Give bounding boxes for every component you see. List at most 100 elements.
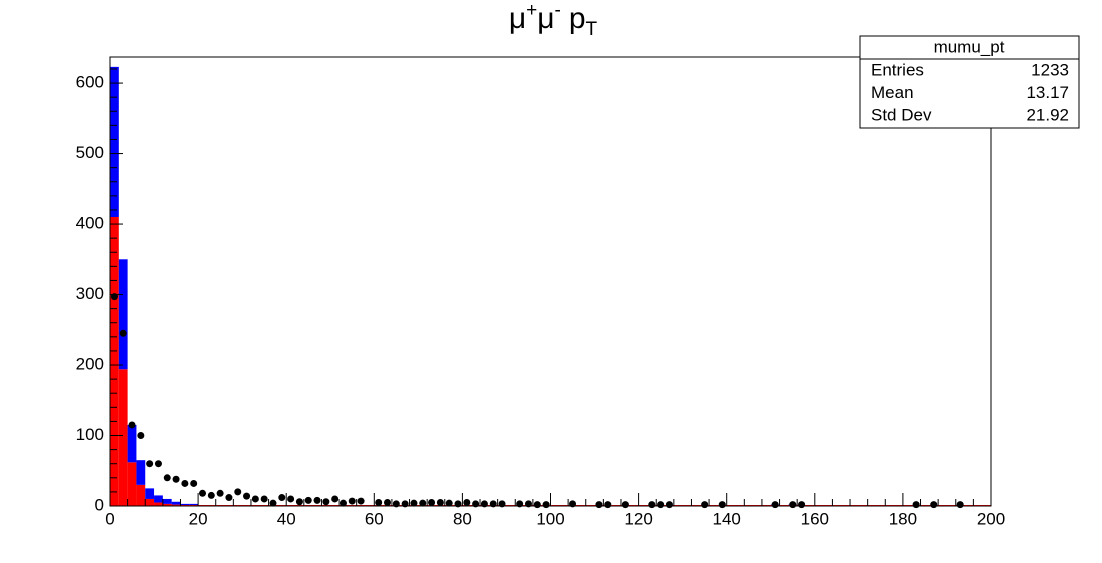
data-point <box>225 494 233 502</box>
bar <box>171 501 181 505</box>
stats-value: 21.92 <box>1026 105 1069 124</box>
x-tick-label: 80 <box>453 509 472 528</box>
y-tick-label: 100 <box>76 425 104 444</box>
title-part: μ <box>509 2 526 35</box>
data-point <box>199 489 207 497</box>
data-point <box>657 501 665 509</box>
bar <box>162 503 172 506</box>
frame <box>109 56 992 507</box>
data-point <box>119 329 127 337</box>
bar <box>118 369 128 506</box>
title-part: p <box>569 2 586 35</box>
data-point <box>648 501 656 509</box>
stats-value: 13.17 <box>1026 83 1069 102</box>
stats-label: Entries <box>871 60 924 79</box>
x-tick-label: 140 <box>713 509 741 528</box>
data-point <box>445 499 453 507</box>
bar <box>154 502 163 506</box>
data-point <box>154 460 162 468</box>
data-point <box>322 498 330 506</box>
bar <box>189 503 199 506</box>
data-point <box>621 501 629 509</box>
data-point <box>313 496 321 504</box>
data-point <box>172 475 180 483</box>
data-point <box>595 501 603 509</box>
data-point <box>357 497 365 505</box>
data-point <box>304 496 312 504</box>
data-point <box>295 498 303 506</box>
data-point <box>701 501 709 509</box>
data-point <box>251 495 259 503</box>
stats-title: mumu_pt <box>934 37 1005 56</box>
data-point <box>128 421 136 429</box>
bar <box>162 498 172 504</box>
bar <box>145 498 155 506</box>
data-point <box>930 501 938 509</box>
x-tick-label: 160 <box>801 509 829 528</box>
data-point <box>912 501 920 509</box>
data-point <box>798 501 806 509</box>
data-point <box>533 501 541 509</box>
data-point <box>718 501 726 509</box>
x-tick-label: 60 <box>365 509 384 528</box>
data-point <box>331 495 339 503</box>
stats-label: Mean <box>871 83 914 102</box>
x-tick-label: 40 <box>277 509 296 528</box>
data-point <box>789 501 797 509</box>
data-point <box>956 501 964 509</box>
data-point <box>137 432 145 440</box>
y-tick-label: 0 <box>95 495 104 514</box>
y-tick-label: 300 <box>76 284 104 303</box>
data-point <box>348 497 356 505</box>
data-point <box>604 501 612 509</box>
data-point <box>163 474 171 482</box>
data-point <box>207 491 215 499</box>
data-point <box>410 499 418 507</box>
data-point <box>428 498 436 506</box>
bar <box>136 460 146 485</box>
bar <box>110 217 119 507</box>
data-point <box>146 460 154 468</box>
bar <box>136 484 146 506</box>
y-tick-label: 500 <box>76 143 104 162</box>
data-point <box>771 501 779 509</box>
stats-label: Std Dev <box>871 105 932 124</box>
bar <box>118 259 128 370</box>
data-point <box>181 479 189 487</box>
bar <box>127 462 137 506</box>
chart-title: μ+μ-pT <box>509 0 598 40</box>
x-tick-label: 180 <box>889 509 917 528</box>
data-point <box>287 495 295 503</box>
bar <box>154 495 163 503</box>
title-part: μ <box>537 2 554 35</box>
data-point <box>384 498 392 506</box>
data-point <box>269 499 277 507</box>
data-point <box>234 488 242 496</box>
x-tick-label: 0 <box>105 509 114 528</box>
bar <box>127 424 137 463</box>
data-point <box>375 498 383 506</box>
bar <box>145 488 155 499</box>
stats-value: 1233 <box>1031 60 1069 79</box>
stats-frame <box>859 35 1080 129</box>
data-point <box>436 498 444 506</box>
x-tick-label: 20 <box>189 509 208 528</box>
y-tick-label: 200 <box>76 355 104 374</box>
data-point <box>260 495 268 503</box>
data-point <box>665 501 673 509</box>
data-point <box>419 499 427 507</box>
y-tick-label: 600 <box>76 73 104 92</box>
x-tick-label: 200 <box>977 509 1005 528</box>
data-point <box>542 501 550 509</box>
stats-box: mumu_pt Entries 1233 Mean 13.17 Std Dev 21.92 <box>859 35 1080 129</box>
x-tick-label: 100 <box>536 509 564 528</box>
title-part: T <box>586 19 598 40</box>
title-part: + <box>526 0 537 21</box>
data-point <box>339 499 347 507</box>
data-point <box>190 479 198 487</box>
title-part: - <box>555 0 561 21</box>
data-point <box>216 489 224 497</box>
bar <box>180 503 190 506</box>
data-point <box>463 498 471 506</box>
